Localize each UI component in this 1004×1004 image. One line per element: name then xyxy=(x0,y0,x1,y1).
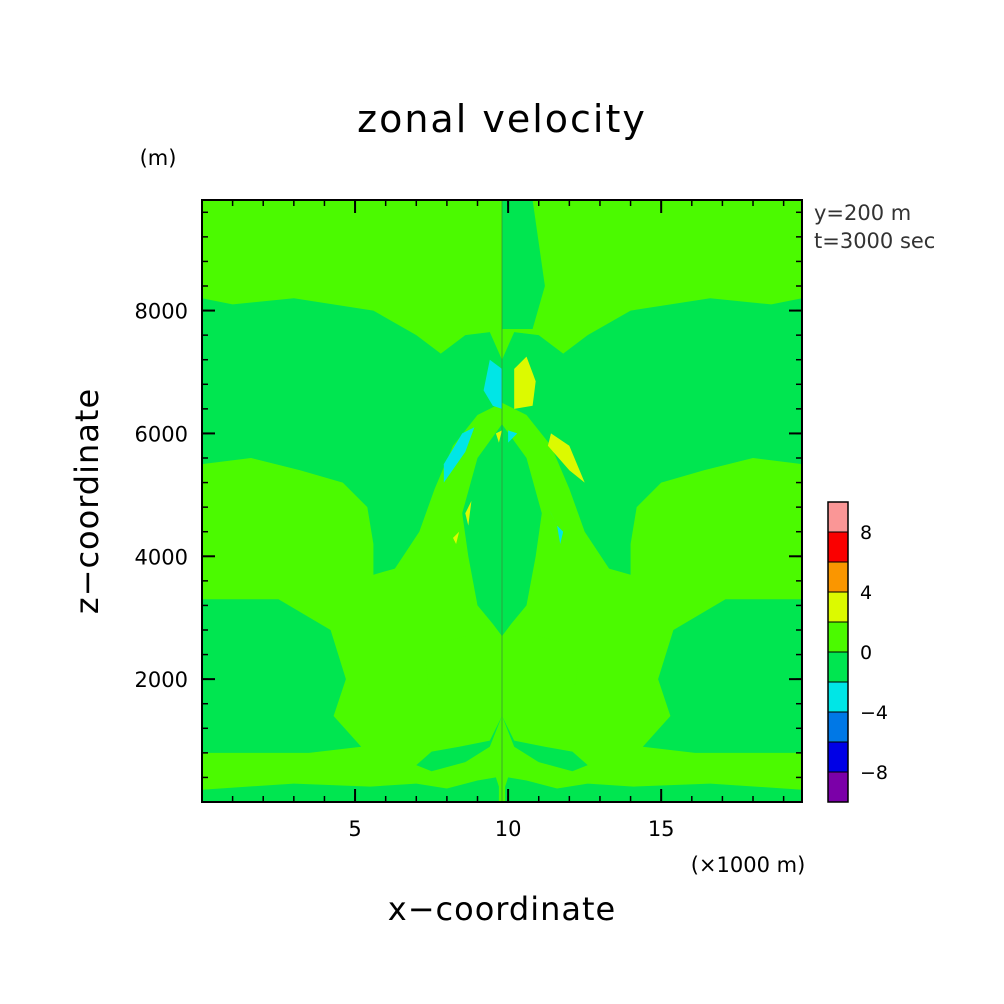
contour-region-20 xyxy=(508,430,518,443)
info-line-t: t=3000 sec xyxy=(814,229,935,253)
y-tick-label: 8000 xyxy=(135,300,188,324)
colorbar-swatch xyxy=(827,561,849,593)
y-tick-label: 6000 xyxy=(135,422,188,446)
colorbar-label: 0 xyxy=(860,642,872,664)
colorbar-swatch xyxy=(827,531,849,563)
colorbar-swatch xyxy=(827,711,849,743)
contour-region-15 xyxy=(465,501,472,526)
contour-region-7 xyxy=(502,298,802,637)
contour-regions xyxy=(202,200,802,802)
colorbar-swatch xyxy=(827,771,849,803)
plot-area: 5 10 15 2000 4000 6000 8000 xyxy=(135,199,803,841)
contour-region-6 xyxy=(202,298,502,637)
x-tick-label: 5 xyxy=(348,817,361,841)
chart-title: zonal velocity xyxy=(357,97,647,141)
contour-region-0 xyxy=(202,777,499,802)
contour-region-3 xyxy=(642,599,802,753)
x-tick-label: 15 xyxy=(648,817,675,841)
contour-region-13 xyxy=(443,427,475,483)
info-line-y: y=200 m xyxy=(814,201,911,225)
contour-region-16 xyxy=(453,531,460,544)
y-axis-label: z−coordinate xyxy=(68,388,106,614)
colorbar-label: 4 xyxy=(860,582,872,604)
contour-region-4 xyxy=(416,716,502,772)
colorbar: −8 −4 0 4 8 xyxy=(827,501,888,803)
colorbar-swatch xyxy=(827,591,849,623)
axis-ticks: 5 10 15 2000 4000 6000 8000 xyxy=(135,200,802,841)
contour-region-18 xyxy=(557,525,564,544)
colorbar-swatch xyxy=(827,501,849,533)
x-unit-label: (×1000 m) xyxy=(691,853,806,877)
y-tick-label: 4000 xyxy=(135,545,188,569)
colorbar-frame xyxy=(827,501,849,803)
plot-frame xyxy=(201,199,803,803)
colorbar-swatch xyxy=(827,621,849,653)
colorbar-swatch xyxy=(827,741,849,773)
contour-region-10 xyxy=(526,636,579,686)
colorbar-label: −4 xyxy=(860,702,888,724)
x-axis-label: x−coordinate xyxy=(388,890,616,928)
colorbar-swatch xyxy=(827,681,849,713)
contour-region-19 xyxy=(495,430,502,443)
contour-region-12 xyxy=(514,356,536,409)
y-tick-label: 2000 xyxy=(135,668,188,692)
colorbar-label: −8 xyxy=(860,762,888,784)
contour-region-1 xyxy=(505,777,802,802)
contour-region-8 xyxy=(502,200,545,329)
contour-region-2 xyxy=(202,599,362,753)
x-tick-label: 10 xyxy=(495,817,522,841)
contour-region-17 xyxy=(547,507,558,526)
contour-region-11 xyxy=(483,359,502,409)
colorbar-label: 8 xyxy=(860,522,872,544)
contour-region-14 xyxy=(547,433,585,483)
colorbar-swatch xyxy=(827,651,849,683)
contour-region-9 xyxy=(425,636,478,686)
contour-region-5 xyxy=(502,716,588,772)
y-unit-label: (m) xyxy=(140,146,177,170)
